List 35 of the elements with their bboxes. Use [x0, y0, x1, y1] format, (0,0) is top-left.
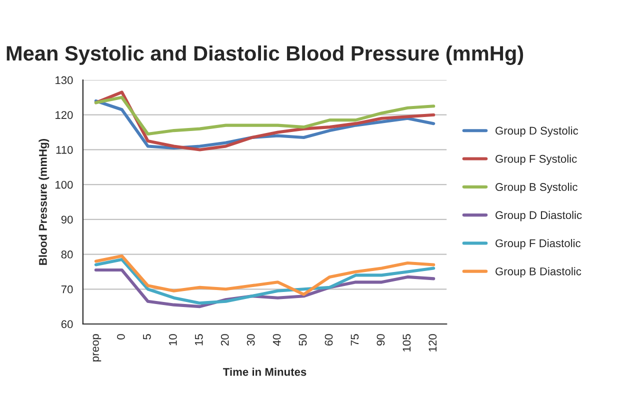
line-series	[94, 258, 436, 305]
legend-label: Group B Systolic	[496, 182, 578, 194]
x-tick-label: 15	[195, 334, 203, 346]
x-tick-label: 75	[350, 334, 359, 346]
x-tick-label: 90	[376, 334, 385, 346]
x-tick-label: 5	[143, 334, 151, 340]
line-series	[94, 96, 436, 136]
legend-label: Group D Systolic	[496, 126, 578, 137]
y-tick-label: 130	[56, 76, 73, 84]
y-tick-label: 110	[56, 146, 73, 154]
x-tick-label: 120	[428, 334, 437, 352]
line-series	[94, 90, 436, 152]
x-tick-label: 30	[246, 334, 255, 346]
x-tick-label: 0	[117, 334, 125, 340]
x-tick-label: preop	[92, 334, 102, 362]
y-tick-label: 70	[61, 285, 73, 294]
x-tick-label: 10	[168, 334, 177, 346]
y-tick-label: 100	[56, 180, 73, 189]
legend-label: Group F Systolic	[496, 154, 577, 165]
y-tick-label: 80	[61, 250, 73, 258]
x-tick-label: 105	[402, 334, 411, 352]
x-tick-label: 40	[272, 334, 281, 346]
legend-label: Group F Diastolic	[496, 239, 581, 250]
x-tick-label: 50	[298, 334, 307, 346]
legend-label: Group D Diastolic	[496, 210, 582, 222]
x-axis-title: Time in Minutes	[223, 368, 306, 376]
chart-title: Mean Systolic and Diastolic Blood Pressure (mmHg)	[6, 45, 524, 65]
y-tick-label: 90	[61, 216, 73, 224]
y-axis-title: Blood Pressure (mmHg)	[38, 138, 50, 265]
y-tick-label: 120	[56, 111, 73, 119]
x-tick-label: 20	[220, 334, 229, 346]
y-tick-label: 60	[61, 320, 73, 328]
line-series	[94, 254, 436, 296]
x-tick-label: 60	[324, 334, 333, 346]
legend-label: Group B Diastolic	[496, 267, 582, 278]
